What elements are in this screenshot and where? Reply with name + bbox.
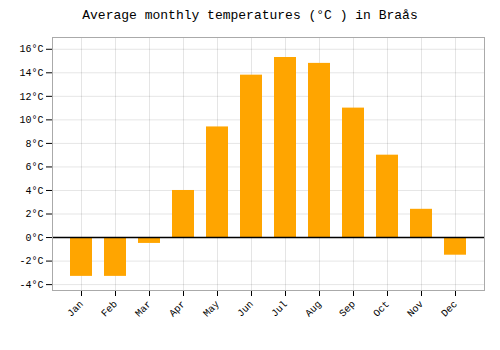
svg-text:May: May: [201, 299, 222, 320]
svg-text:Dec: Dec: [439, 299, 460, 320]
svg-text:Aug: Aug: [303, 299, 324, 320]
svg-text:Mar: Mar: [133, 299, 154, 320]
svg-text:Jun: Jun: [235, 299, 256, 320]
svg-text:Nov: Nov: [405, 299, 426, 320]
svg-text:4°C: 4°C: [25, 186, 43, 197]
svg-text:0°C: 0°C: [25, 233, 43, 244]
svg-text:Apr: Apr: [167, 299, 188, 320]
svg-text:Sep: Sep: [337, 299, 358, 320]
svg-text:2°C: 2°C: [25, 209, 43, 220]
svg-text:Jul: Jul: [269, 299, 290, 320]
svg-text:-4°C: -4°C: [19, 280, 43, 291]
svg-text:10°C: 10°C: [19, 115, 43, 126]
svg-text:6°C: 6°C: [25, 162, 43, 173]
svg-text:16°C: 16°C: [19, 44, 43, 55]
svg-text:14°C: 14°C: [19, 68, 43, 79]
html-text:Average monthly temperatures (: Average monthly temperatures (°C ) in Br…: [82, 8, 418, 23]
svg-text:Jan: Jan: [65, 299, 86, 320]
svg-text:Feb: Feb: [99, 299, 120, 320]
svg-text:-2°C: -2°C: [19, 256, 43, 267]
svg-text:Oct: Oct: [371, 299, 392, 320]
svg-text:8°C: 8°C: [25, 139, 43, 150]
svg-text:12°C: 12°C: [19, 92, 43, 103]
